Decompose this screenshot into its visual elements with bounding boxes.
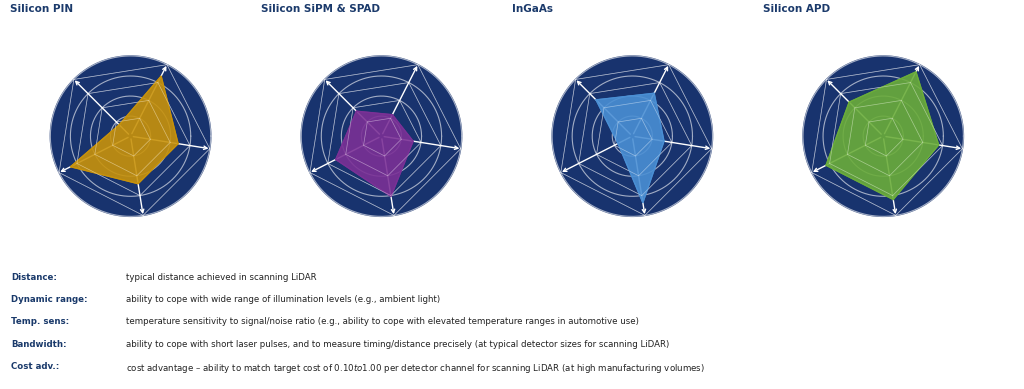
Text: Temp sens.: Temp sens.: [215, 151, 227, 190]
Text: Distance: Distance: [40, 67, 66, 93]
Polygon shape: [71, 76, 178, 184]
Polygon shape: [50, 56, 211, 216]
Text: Cost adv.: Cost adv.: [44, 178, 63, 209]
Text: Distance: Distance: [793, 67, 818, 93]
Text: Silicon APD: Silicon APD: [763, 4, 830, 14]
Text: Dynamic range: Dynamic range: [674, 49, 724, 79]
Text: Temp sens.: Temp sens.: [466, 151, 478, 190]
Polygon shape: [301, 56, 462, 216]
Text: Cost adv.: Cost adv.: [295, 178, 314, 209]
Text: Distance: Distance: [542, 67, 567, 93]
Text: Cost adv.: Cost adv.: [546, 178, 565, 209]
Text: Dynamic range:: Dynamic range:: [11, 295, 88, 304]
Text: Dynamic range: Dynamic range: [925, 49, 975, 79]
Text: Bandwidth:: Bandwidth:: [11, 340, 67, 349]
Text: Cost adv.:: Cost adv.:: [11, 362, 59, 371]
Text: Temp sens.: Temp sens.: [717, 151, 729, 190]
Text: ability to cope with short laser pulses, and to measure timing/distance precisel: ability to cope with short laser pulses,…: [126, 340, 669, 349]
Text: typical distance achieved in scanning LiDAR: typical distance achieved in scanning Li…: [126, 273, 316, 282]
Text: Bandwidth: Bandwidth: [629, 224, 666, 235]
Text: Bandwidth: Bandwidth: [127, 224, 164, 235]
Polygon shape: [596, 93, 664, 203]
Polygon shape: [826, 72, 939, 200]
Text: Silicon SiPM & SPAD: Silicon SiPM & SPAD: [261, 4, 380, 14]
Text: cost advantage – ability to match target cost of $0.10 to $1.00 per detector cha: cost advantage – ability to match target…: [126, 362, 705, 375]
Text: Bandwidth: Bandwidth: [378, 224, 415, 235]
Polygon shape: [336, 111, 413, 196]
Text: Silicon PIN: Silicon PIN: [10, 4, 74, 14]
Text: InGaAs: InGaAs: [512, 4, 553, 14]
Polygon shape: [552, 56, 713, 216]
Text: Temp. sens:: Temp. sens:: [11, 317, 70, 326]
Text: Bandwidth: Bandwidth: [880, 224, 916, 235]
Text: Temp sens.: Temp sens.: [968, 151, 980, 190]
Text: Dynamic range: Dynamic range: [423, 49, 473, 79]
Text: ability to cope with wide range of illumination levels (e.g., ambient light): ability to cope with wide range of illum…: [126, 295, 439, 304]
Text: Distance: Distance: [291, 67, 316, 93]
Polygon shape: [803, 56, 964, 216]
Text: Distance:: Distance:: [11, 273, 57, 282]
Text: temperature sensitivity to signal/noise ratio (e.g., ability to cope with elevat: temperature sensitivity to signal/noise …: [126, 317, 639, 326]
Text: Cost adv.: Cost adv.: [797, 178, 816, 209]
Text: Dynamic range: Dynamic range: [172, 49, 222, 79]
